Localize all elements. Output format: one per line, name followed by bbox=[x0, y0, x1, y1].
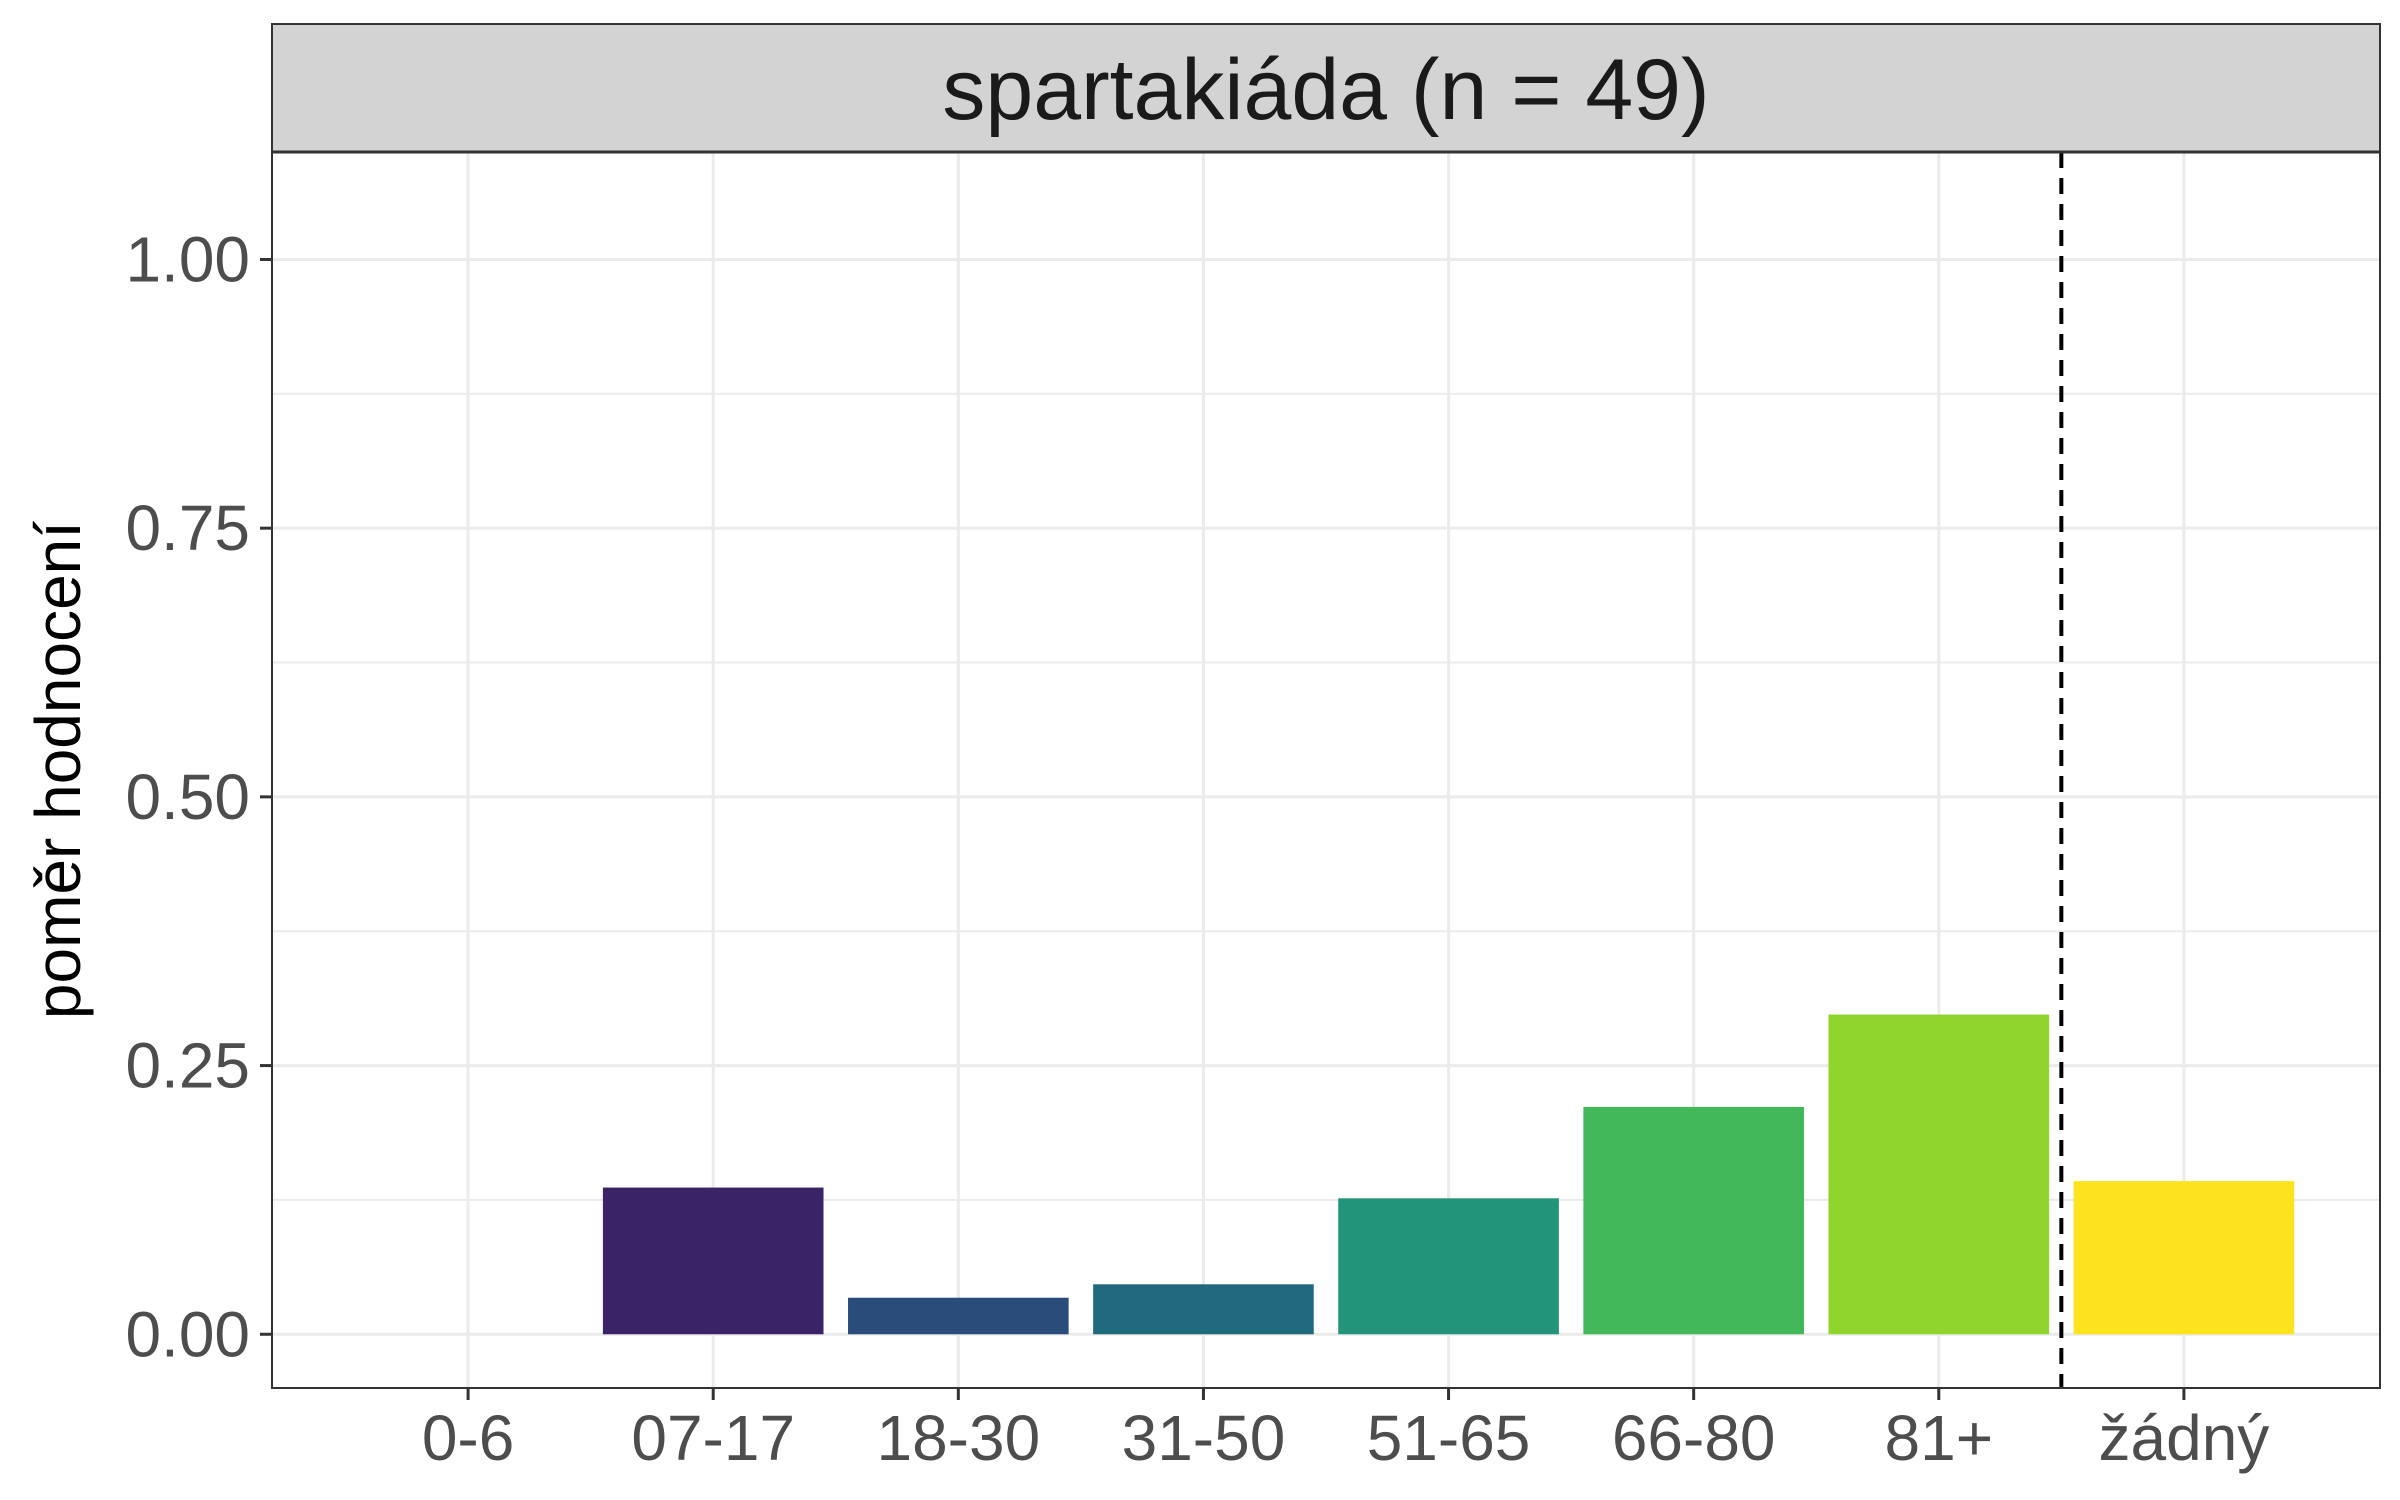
bar-81+ bbox=[1828, 1014, 2050, 1335]
facet-strip bbox=[271, 23, 2381, 153]
bar-66-80 bbox=[1583, 1106, 1804, 1335]
y-tick-label: 0.25 bbox=[125, 1030, 250, 1102]
x-tick-label: 07-17 bbox=[631, 1402, 795, 1474]
y-tick-label: 1.00 bbox=[125, 223, 250, 295]
x-tick-label: 51-65 bbox=[1367, 1402, 1531, 1474]
bar-18-30 bbox=[848, 1297, 1069, 1335]
bars bbox=[602, 1014, 2295, 1335]
bar-31-50 bbox=[1093, 1284, 1314, 1335]
axes: 0.00 0.25 0.50 0.75 1.00 0-6 07-17 18-30 31-50 51… bbox=[125, 223, 2269, 1474]
x-tick-label: 81+ bbox=[1885, 1402, 1994, 1474]
x-tick-label: 66-80 bbox=[1612, 1402, 1776, 1474]
panel-border bbox=[271, 151, 2381, 1389]
y-tick-label: 0.75 bbox=[125, 492, 250, 564]
facet-title: spartakiáda (n = 49) bbox=[942, 42, 1709, 138]
x-tick-label: 0-6 bbox=[422, 1402, 515, 1474]
grid-lines bbox=[272, 152, 2380, 1388]
y-tick-label: 0.00 bbox=[125, 1298, 250, 1370]
y-axis-label: poměr hodnocení bbox=[22, 521, 94, 1019]
y-tick-label: 0.50 bbox=[125, 761, 250, 833]
x-tick-label: žádný bbox=[2099, 1402, 2270, 1474]
bar-51-65 bbox=[1338, 1198, 1559, 1335]
x-tick-label: 31-50 bbox=[1122, 1402, 1286, 1474]
x-tick-label: 18-30 bbox=[876, 1402, 1040, 1474]
bar-07-17 bbox=[602, 1187, 824, 1335]
bar-žádný bbox=[2073, 1181, 2295, 1335]
